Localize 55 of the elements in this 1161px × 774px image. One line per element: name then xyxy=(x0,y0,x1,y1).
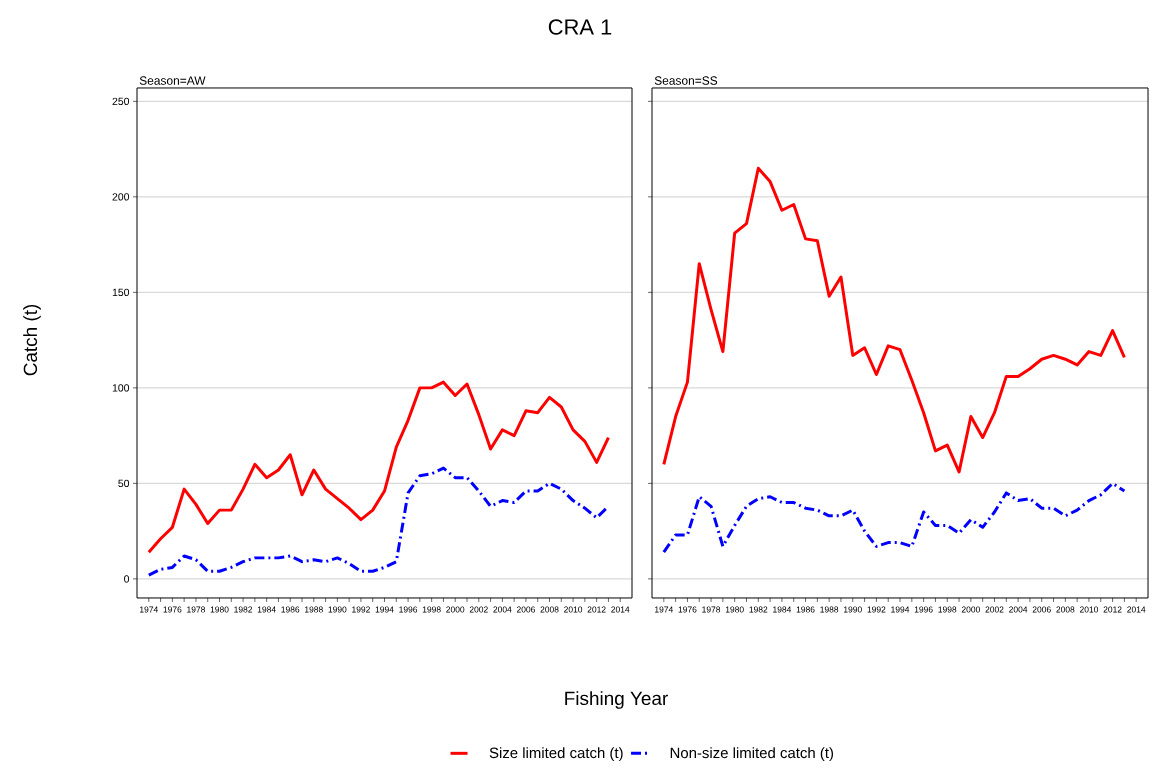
x-tick-label: 2010 xyxy=(1079,606,1099,613)
x-tick-label: 2008 xyxy=(1056,606,1075,613)
x-tick-label: 1978 xyxy=(702,606,721,613)
x-tick-label: 1982 xyxy=(749,606,768,613)
x-tick-label: 1984 xyxy=(773,606,792,613)
y-tick-label: 100 xyxy=(112,384,130,392)
x-tick-label: 2012 xyxy=(587,606,606,613)
x-tick-label: 1988 xyxy=(820,606,839,613)
x-tick-label: 1986 xyxy=(281,606,300,613)
x-tick-label: 1976 xyxy=(163,606,182,613)
x-tick-label: 2010 xyxy=(564,606,583,613)
x-tick-label: 2008 xyxy=(540,606,559,613)
x-tick-label: 1996 xyxy=(399,606,418,613)
chart-subtitle: Season=SS xyxy=(654,76,718,85)
x-tick-label: 1998 xyxy=(938,606,957,613)
x-tick-label: 1996 xyxy=(914,606,933,613)
x-tick-label: 1982 xyxy=(234,606,253,613)
x-tick-label: 1976 xyxy=(678,606,697,613)
x-tick-label: 1994 xyxy=(891,606,910,613)
x-tick-label: 1984 xyxy=(257,606,276,613)
y-tick-label: 50 xyxy=(118,479,130,488)
x-tick-label: 2004 xyxy=(493,606,512,613)
x-tick-label: 2014 xyxy=(1127,606,1146,613)
legend-label: Size limited catch (t) xyxy=(489,747,623,762)
x-tick-label: 1992 xyxy=(867,606,886,613)
y-tick-label: 250 xyxy=(112,97,130,106)
x-tick-label: 2000 xyxy=(961,606,980,613)
x-tick-label: 1978 xyxy=(187,606,205,613)
y-tick-label: 150 xyxy=(112,288,130,297)
x-tick-label: 2002 xyxy=(985,606,1004,613)
x-tick-label: 1998 xyxy=(422,606,441,613)
x-tick-label: 2004 xyxy=(1009,606,1028,613)
chart-subtitle: Season=AW xyxy=(139,76,206,85)
x-tick-label: 1986 xyxy=(796,606,815,613)
x-tick-label: 1980 xyxy=(210,606,229,613)
chart-title: CRA 1 xyxy=(548,19,612,35)
x-tick-label: 2014 xyxy=(611,606,630,613)
y-axis-title: Catch (t) xyxy=(23,304,41,376)
x-tick-label: 2002 xyxy=(469,606,488,613)
x-tick-label: 2012 xyxy=(1103,606,1122,613)
x-axis-title: Fishing Year xyxy=(565,691,668,709)
x-tick-label: 1980 xyxy=(725,606,744,613)
x-tick-label: 1990 xyxy=(328,606,347,613)
y-tick-label: 0 xyxy=(124,575,130,583)
x-tick-label: 1994 xyxy=(375,606,394,613)
x-tick-label: 1990 xyxy=(844,606,862,613)
x-tick-label: 1974 xyxy=(655,606,673,613)
x-tick-label: 1988 xyxy=(305,606,323,613)
x-tick-label: 2006 xyxy=(516,606,535,613)
x-tick-label: 1992 xyxy=(352,606,370,613)
x-tick-label: 1974 xyxy=(140,606,158,613)
x-tick-label: 2000 xyxy=(446,606,465,613)
y-tick-label: 200 xyxy=(112,193,130,201)
legend-label: Non-size limited catch (t) xyxy=(670,747,834,762)
x-tick-label: 2006 xyxy=(1032,606,1051,613)
